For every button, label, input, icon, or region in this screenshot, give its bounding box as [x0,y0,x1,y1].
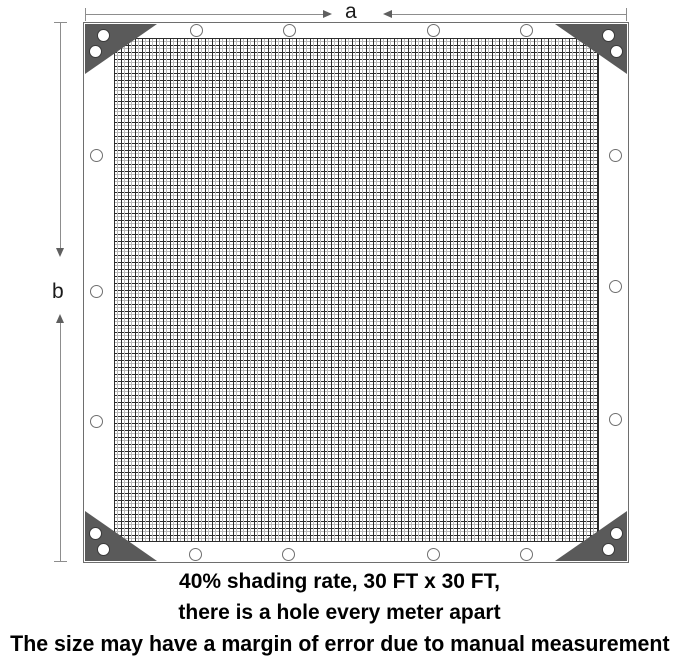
caption-line-1: 40% shading rate, 30 FT x 30 FT, [179,570,500,593]
grommet-right-1 [609,149,622,162]
dimension-b-bottom-tick [54,561,67,562]
dimension-a-right-arrowhead [383,10,392,18]
grommet-corner-tl-inner [89,45,102,58]
grommet-right-2 [609,280,622,293]
shade-cloth-panel [83,22,629,563]
grommet-top-3 [427,24,440,37]
grommet-corner-tr-inner [610,45,623,58]
grommet-bottom-1 [189,548,202,561]
caption-block: 40% shading rate, 30 FT x 30 FT, there i… [0,566,679,660]
grommet-left-2 [90,285,103,298]
grommet-corner-br-outer [602,543,615,556]
grommet-corner-tr-outer [602,29,615,42]
dimension-a-left-arrowhead [323,10,332,18]
mesh-fabric-area [114,38,599,542]
grommet-top-2 [283,24,296,37]
dimension-b-top-arrowhead [56,248,64,257]
dimension-b-top-line [60,22,61,249]
grommet-left-3 [90,415,103,428]
grommet-corner-br-inner [610,527,623,540]
caption-line-3: The size may have a margin of error due … [10,631,670,656]
grommet-bottom-2 [282,548,295,561]
grommet-bottom-3 [427,548,440,561]
dimension-a-left-line [85,14,330,15]
grommet-corner-tl-outer [97,29,110,42]
dimension-b-bottom-arrowhead [56,314,64,323]
grommet-right-3 [609,413,622,426]
grommet-corner-bl-outer [97,543,110,556]
grommet-bottom-4 [520,548,533,561]
dimension-label-a: a [345,0,357,23]
dimension-label-b: b [52,280,64,303]
grommet-left-1 [90,149,103,162]
dimension-a-right-tick [626,8,627,21]
dimension-b-bottom-line [60,323,61,561]
dimension-a-right-line [392,14,626,15]
grommet-top-1 [190,24,203,37]
grommet-corner-bl-inner [89,527,102,540]
caption-line-2: there is a hole every meter apart [178,601,501,624]
grommet-top-4 [520,24,533,37]
